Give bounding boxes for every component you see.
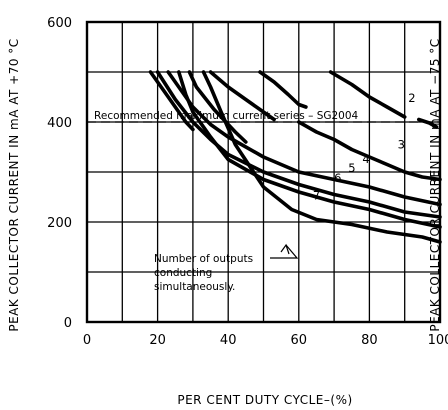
x-tick-label: 0 <box>83 333 91 348</box>
curve-2 <box>328 70 407 119</box>
annotation-arrowhead <box>280 243 290 255</box>
curve-segment-2 <box>208 70 276 122</box>
y-tick-label: 200 <box>47 216 72 231</box>
x-tick-label: 20 <box>149 333 166 348</box>
tick-labels: 0 20 40 60 80 100 0 200 400 600 <box>47 16 448 348</box>
y-tick-label: 600 <box>47 16 72 31</box>
curves <box>148 70 442 244</box>
curve-segment-5 <box>417 117 439 129</box>
y-axis-label-left: PEAK COLLECTOR CURRENT IN mA AT +70 °C <box>7 38 21 331</box>
y-tick-label: 400 <box>47 116 72 131</box>
x-tick-label: 40 <box>220 333 237 348</box>
x-tick-label: 100 <box>428 333 448 348</box>
annotation-leader <box>270 244 299 259</box>
curve-3 <box>297 120 442 182</box>
series-label-7: 7 <box>313 189 320 203</box>
series-label-5: 5 <box>348 161 355 175</box>
curve-6 <box>177 70 442 229</box>
annotation-line-2: conducting <box>154 267 212 279</box>
series-label-3: 3 <box>398 138 405 152</box>
curve-5 <box>155 70 442 219</box>
annotation-line-1: Number of outputs <box>154 253 253 265</box>
x-axis-label: PER CENT DUTY CYCLE–(%) <box>177 393 352 407</box>
y-tick-label: 0 <box>64 316 72 331</box>
curve-7 <box>201 70 442 244</box>
y-axis-label-right: PEAK COLLECTOR CURRENT IN mA AT −75 °C <box>428 38 442 331</box>
series-label-4: 4 <box>362 152 369 166</box>
curve-4 <box>166 70 442 207</box>
annotation-line-3: simultaneously. <box>154 281 235 293</box>
x-tick-label: 60 <box>291 333 308 348</box>
curve-1 <box>148 70 195 132</box>
x-tick-label: 80 <box>361 333 378 348</box>
curve-segment-3 <box>258 70 308 109</box>
reference-line-label: Recommended maximum current series – SG2… <box>94 110 359 122</box>
annotation-outputs: Number of outputs conducting simultaneou… <box>154 253 253 293</box>
series-label-6: 6 <box>334 171 341 185</box>
curve-segment-1 <box>187 70 248 144</box>
plot-frame <box>85 20 442 324</box>
reference-line-group: Recommended maximum current series – SG2… <box>87 110 440 123</box>
series-label-2: 2 <box>408 91 415 105</box>
